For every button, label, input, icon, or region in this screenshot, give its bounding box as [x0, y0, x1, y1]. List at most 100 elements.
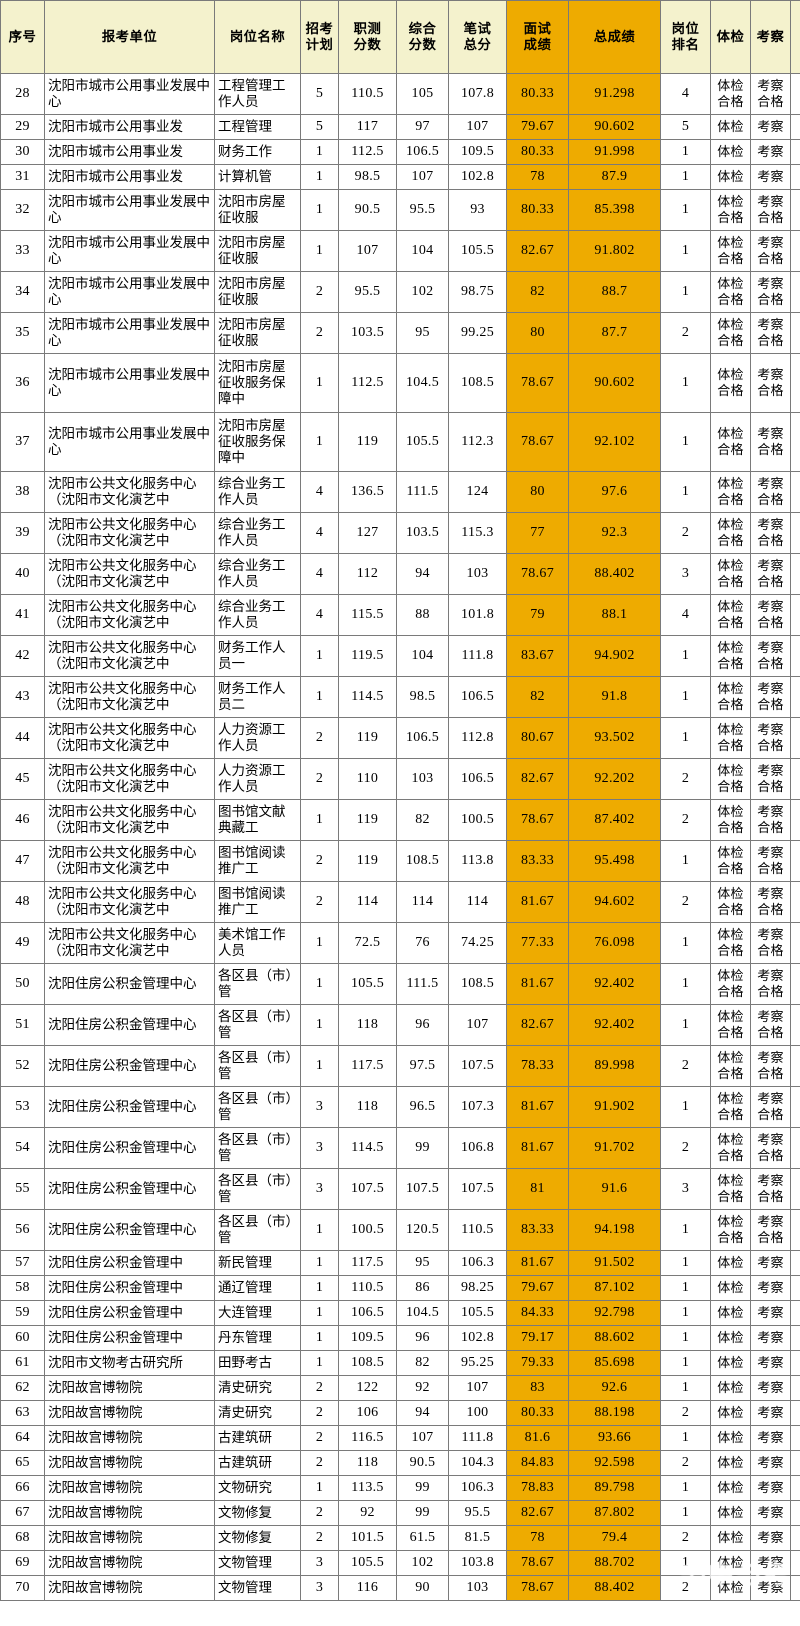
cell-mianshi: 82.67 [506, 1004, 569, 1046]
column-header-post[interactable]: 岗位名称 [214, 0, 301, 74]
column-header-bishi[interactable]: 笔试 总分 [448, 0, 507, 74]
table-row[interactable]: 50 沈阳住房公积金管理中心 各区县（市）管 1 105.5 111.5 108.5 81.6… [0, 963, 800, 1005]
cell-line: 考察 [757, 1214, 784, 1230]
table-row[interactable]: 47 沈阳市公共文化服务中心（沈阳市文化演艺中 图书馆阅读推广工 2 119 108.5 1… [0, 840, 800, 882]
table-row[interactable]: 33 沈阳市城市公用事业发展中心 沈阳市房屋征收服 1 107 104 105.5 82.67… [0, 230, 800, 272]
cell-rank: 1 [660, 1300, 711, 1326]
cell-line: 考察 [757, 426, 784, 442]
cell-tijian: 体检 合格 [710, 312, 751, 354]
cell-zhice: 118 [338, 1004, 397, 1046]
cell-note [790, 553, 800, 595]
cell-zong: 88.7 [568, 271, 661, 313]
table-row[interactable]: 35 沈阳市城市公用事业发展中心 沈阳市房屋征收服 2 103.5 95 99.25 80 87… [0, 312, 800, 354]
column-header-kaocha[interactable]: 考察 [750, 0, 791, 74]
table-row[interactable]: 57 沈阳住房公积金管理中 新民管理 1 117.5 95 106.3 81.67 91.502… [0, 1250, 800, 1276]
cell-unit: 沈阳住房公积金管理中心 [44, 1209, 215, 1251]
table-row[interactable]: 28 沈阳市城市公用事业发展中心 工程管理工作人员 5 110.5 105 107.8 80.… [0, 73, 800, 115]
cell-tijian: 体检 合格 [710, 1127, 751, 1169]
table-row[interactable]: 55 沈阳住房公积金管理中心 各区县（市）管 3 107.5 107.5 107.5 81 91… [0, 1168, 800, 1210]
table-row[interactable]: 68 沈阳故宫博物院 文物修复 2 101.5 61.5 81.5 78 79.4 2 体检 考察 [0, 1525, 800, 1551]
table-row[interactable]: 34 沈阳市城市公用事业发展中心 沈阳市房屋征收服 2 95.5 102 98.75 82 88… [0, 271, 800, 313]
column-header-note[interactable]: 备注 [790, 0, 800, 74]
table-row[interactable]: 58 沈阳住房公积金管理中 通辽管理 1 110.5 86 98.25 79.67 87.102… [0, 1275, 800, 1301]
cell-kaocha: 考察 合格 [750, 230, 791, 272]
cell-line: 合格 [757, 615, 784, 630]
table-row[interactable]: 37 沈阳市城市公用事业发展中心 沈阳市房屋征收服务保障中 1 119 105.5 112.… [0, 412, 800, 472]
cell-line: 体检 [717, 119, 744, 135]
table-row[interactable]: 49 沈阳市公共文化服务中心（沈阳市文化演艺中 美术馆工作人员 1 72.5 76 74.2… [0, 922, 800, 964]
table-row[interactable]: 29 沈阳市城市公用事业发 工程管理 5 117 97 107 79.67 90.602 5 体检考… [0, 114, 800, 140]
cell-line: 考察 [757, 1405, 784, 1421]
table-row[interactable]: 52 沈阳住房公积金管理中心 各区县（市）管 1 117.5 97.5 107.5 78.33… [0, 1045, 800, 1087]
cell-idx: 45 [0, 758, 45, 800]
column-header-idx[interactable]: 序号 [0, 0, 45, 74]
cell-post: 综合业务工作人员 [214, 512, 301, 554]
table-row[interactable]: 48 沈阳市公共文化服务中心（沈阳市文化演艺中 图书馆阅读推广工 2 114 114 114… [0, 881, 800, 923]
table-row[interactable]: 32 沈阳市城市公用事业发展中心 沈阳市房屋征收服 1 90.5 95.5 93 80.33 8… [0, 189, 800, 231]
cell-post: 文物修复 [214, 1500, 301, 1526]
cell-post: 财务工作人员二 [214, 676, 301, 718]
cell-line: 考察 [757, 558, 784, 574]
table-row[interactable]: 45 沈阳市公共文化服务中心（沈阳市文化演艺中 人力资源工作人员 2 110 103 106… [0, 758, 800, 800]
table-row[interactable]: 59 沈阳住房公积金管理中 大连管理 1 106.5 104.5 105.5 84.33 92.… [0, 1300, 800, 1326]
cell-idx: 42 [0, 635, 45, 677]
cell-unit: 沈阳市公共文化服务中心（沈阳市文化演艺中 [44, 881, 215, 923]
cell-zong: 92.6 [568, 1375, 661, 1401]
table-row[interactable]: 51 沈阳住房公积金管理中心 各区县（市）管 1 118 96 107 82.67 92.402… [0, 1004, 800, 1046]
cell-zonghe: 106.5 [396, 717, 449, 759]
table-row[interactable]: 36 沈阳市城市公用事业发展中心 沈阳市房屋征收服务保障中 1 112.5 104.5 10… [0, 353, 800, 413]
cell-line: 体检 [717, 681, 744, 697]
table-row[interactable]: 46 沈阳市公共文化服务中心（沈阳市文化演艺中 图书馆文献典藏工 1 119 82 100.… [0, 799, 800, 841]
table-row[interactable]: 56 沈阳住房公积金管理中心 各区县（市）管 1 100.5 120.5 110.5 83.3… [0, 1209, 800, 1251]
column-header-zong[interactable]: 总成绩 [568, 0, 661, 74]
cell-line: 合格 [717, 533, 744, 548]
table-row[interactable]: 64 沈阳故宫博物院 古建筑研 2 116.5 107 111.8 81.6 93.66 1 体检考… [0, 1425, 800, 1451]
cell-plan: 2 [300, 312, 339, 354]
cell-post: 田野考古 [214, 1350, 301, 1376]
cell-rank: 1 [660, 1250, 711, 1276]
table-row[interactable]: 63 沈阳故宫博物院 清史研究 2 106 94 100 80.33 88.198 2 体检 考察 [0, 1400, 800, 1426]
table-row[interactable]: 41 沈阳市公共文化服务中心（沈阳市文化演艺中 综合业务工作人员 4 115.5 88 10… [0, 594, 800, 636]
table-row[interactable]: 54 沈阳住房公积金管理中心 各区县（市）管 3 114.5 99 106.8 81.67 91… [0, 1127, 800, 1169]
table-row[interactable]: 43 沈阳市公共文化服务中心（沈阳市文化演艺中 财务工作人员二 1 114.5 98.5 1… [0, 676, 800, 718]
table-row[interactable]: 40 沈阳市公共文化服务中心（沈阳市文化演艺中 综合业务工作人员 4 112 94 103 7… [0, 553, 800, 595]
table-row[interactable]: 53 沈阳住房公积金管理中心 各区县（市）管 3 118 96.5 107.3 81.67 91… [0, 1086, 800, 1128]
cell-plan: 1 [300, 635, 339, 677]
table-row[interactable]: 30 沈阳市城市公用事业发 财务工作 1 112.5 106.5 109.5 80.33 91.… [0, 139, 800, 165]
column-header-unit[interactable]: 报考单位 [44, 0, 215, 74]
column-header-zhice[interactable]: 职测 分数 [338, 0, 397, 74]
column-header-rank[interactable]: 岗位 排名 [660, 0, 711, 74]
table-row[interactable]: 65 沈阳故宫博物院 古建筑研 2 118 90.5 104.3 84.83 92.598 2 体检… [0, 1450, 800, 1476]
cell-tijian: 体检 [710, 114, 751, 140]
cell-tijian: 体检 合格 [710, 758, 751, 800]
table-row[interactable]: 66 沈阳故宫博物院 文物研究 1 113.5 99 106.3 78.83 89.798 1 体检… [0, 1475, 800, 1501]
table-row[interactable]: 44 沈阳市公共文化服务中心（沈阳市文化演艺中 人力资源工作人员 2 119 106.5 1… [0, 717, 800, 759]
column-header-plan[interactable]: 招考 计划 [300, 0, 339, 74]
table-row[interactable]: 69 沈阳故宫博物院 文物管理 3 105.5 102 103.8 78.67 88.702 1 体… [0, 1550, 800, 1576]
cell-kaocha: 考察 [750, 1250, 791, 1276]
table-row[interactable]: 61 沈阳市文物考古研究所 田野考古 1 108.5 82 95.25 79.33 85.698… [0, 1350, 800, 1376]
cell-kaocha: 考察 合格 [750, 1086, 791, 1128]
table-row[interactable]: 42 沈阳市公共文化服务中心（沈阳市文化演艺中 财务工作人员一 1 119.5 104 11… [0, 635, 800, 677]
table-row[interactable]: 38 沈阳市公共文化服务中心（沈阳市文化演艺中 综合业务工作人员 4 136.5 111.… [0, 471, 800, 513]
cell-unit: 沈阳故宫博物院 [44, 1550, 215, 1576]
cell-note [790, 1300, 800, 1326]
table-row[interactable]: 62 沈阳故宫博物院 清史研究 2 122 92 107 83 92.6 1 体检 考察 [0, 1375, 800, 1401]
column-header-line: 注 [792, 37, 800, 53]
table-row[interactable]: 67 沈阳故宫博物院 文物修复 2 92 99 95.5 82.67 87.802 1 体检 考察 [0, 1500, 800, 1526]
cell-mianshi: 81.67 [506, 1250, 569, 1276]
table-row[interactable]: 39 沈阳市公共文化服务中心（沈阳市文化演艺中 综合业务工作人员 4 127 103.5 1… [0, 512, 800, 554]
column-header-tijian[interactable]: 体检 [710, 0, 751, 74]
cell-unit: 沈阳故宫博物院 [44, 1525, 215, 1551]
cell-bishi: 108.5 [448, 353, 507, 413]
cell-tijian: 体检 [710, 1250, 751, 1276]
column-header-mianshi[interactable]: 面试 成绩 [506, 0, 569, 74]
cell-line: 合格 [717, 210, 744, 225]
cell-rank: 1 [660, 840, 711, 882]
column-header-zonghe[interactable]: 综合 分数 [396, 0, 449, 74]
table-row[interactable]: 31 沈阳市城市公用事业发 计算机管 1 98.5 107 102.8 78 87.9 1 体检 考察 [0, 164, 800, 190]
table-row[interactable]: 70 沈阳故宫博物院 文物管理 3 116 90 103 78.67 88.402 2 体检 考察 [0, 1575, 800, 1601]
cell-line: 体检 [717, 476, 744, 492]
table-row[interactable]: 60 沈阳住房公积金管理中 丹东管理 1 109.5 96 102.8 79.17 88.602… [0, 1325, 800, 1351]
cell-line: 合格 [717, 656, 744, 671]
